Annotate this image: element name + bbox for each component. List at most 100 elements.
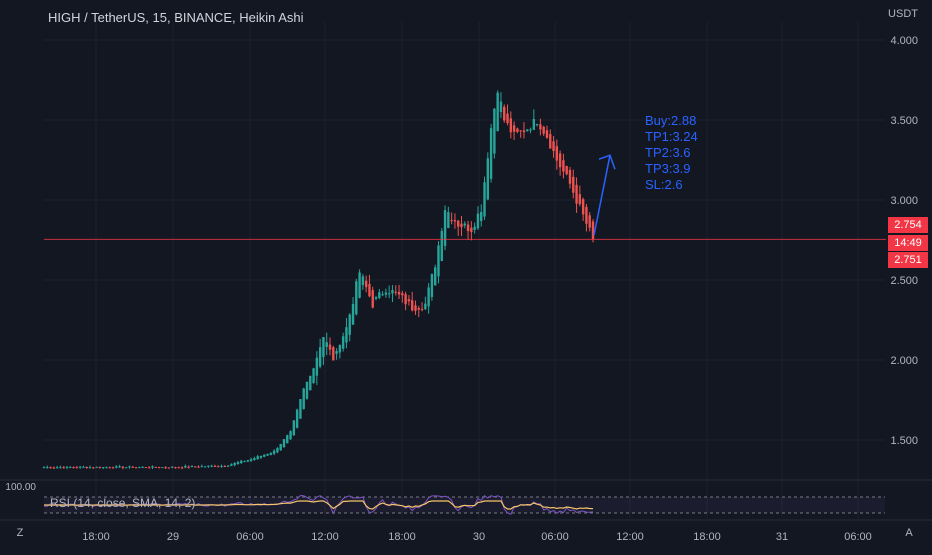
candle-body [98,467,102,469]
candle-body [440,230,443,261]
candle-body [134,467,138,469]
candle-body [476,213,480,229]
candle-body [269,452,273,455]
candle-body [470,227,473,233]
candle-body [213,465,217,467]
candle-body [499,101,503,112]
candle-body [240,460,243,464]
candle-body [374,297,378,299]
candle-body [226,465,230,467]
buy-level-text: Buy:2.88 [645,113,697,128]
candle-body [282,439,286,448]
candle-body [243,461,246,463]
candle-body [450,220,453,222]
ticker-title[interactable]: HIGH / TetherUS, 15, BINANCE, Heikin Ash… [48,10,304,25]
candle-body [217,466,220,468]
candle-body [55,467,59,469]
candle-body [434,267,437,286]
rsi-axis-label: 100.00 [5,482,36,493]
price-tick-label: 3.000 [890,195,918,207]
candle-body [591,221,595,240]
auto-scale-button[interactable]: A [905,527,913,539]
candle-body [263,454,266,457]
candle-body [397,291,401,295]
trade-plan-annotation[interactable]: Buy:2.88 TP1:3.24 TP2:3.6 TP3:3.9 SL:2.6 [645,113,698,193]
candle-body [384,292,388,295]
rsi-indicator-label[interactable]: RSI (14, close, SMA, 14, 2) [50,496,196,510]
price-tick-label: 2.000 [890,355,918,367]
candle-body [328,344,332,350]
candle-body [190,465,194,468]
candle-body [519,130,522,132]
candle-body [503,106,506,121]
candle-body [52,467,56,469]
candle-body [65,466,69,468]
candle-body [529,129,532,131]
time-tick-label: 12:00 [311,531,339,543]
candle-body [424,303,427,310]
price-tick-label: 3.500 [890,115,918,127]
time-tick-label: 30 [473,531,485,543]
candle-body [480,211,483,222]
candle-body [223,466,227,468]
last-price-badge-lower: 2.751 [888,252,928,268]
zoom-toggle-button[interactable]: Z [16,527,24,539]
time-tick-label: 06:00 [844,531,872,543]
candle-body [105,467,108,469]
candle-body [355,281,358,315]
candle-body [220,465,223,467]
candle-body [473,226,476,230]
candle-body [302,388,305,409]
candle-body [545,130,549,138]
candle-body [430,274,434,297]
candle-body [177,467,180,469]
candle-body [101,467,105,469]
candle-body [410,300,414,311]
time-tick-label: 18:00 [693,531,721,543]
candle-body [78,466,82,468]
candle-body [210,465,213,467]
candle-body [315,357,319,376]
candle-body [443,210,447,246]
sl-level-text: SL:2.6 [645,177,683,192]
candle-body [552,141,555,152]
candle-body [194,466,197,468]
candle-body [292,420,296,436]
candle-body [207,465,210,467]
candle-body [348,314,351,335]
candle-body [572,176,575,193]
candle-body [358,272,361,298]
candle-body [401,293,404,296]
candle-body [578,194,582,205]
candle-body [82,466,85,468]
candle-body [558,153,562,168]
candle-body [249,459,253,461]
candle-body [92,467,95,469]
candle-body [233,462,236,466]
candle-body [378,292,381,299]
candle-body [394,291,397,293]
candle-body [279,443,282,451]
candle-body [539,124,542,130]
rsi-ma-line [44,500,594,510]
last-price-badge: 2.754 [888,217,928,233]
candle-body [259,455,263,458]
candle-body [318,347,322,367]
candle-body [345,327,348,343]
candle-body [568,170,572,184]
price-tick-label: 1.500 [890,435,918,447]
candle-body [549,134,552,149]
candle-body [256,456,259,460]
candle-body [230,464,233,466]
candle-body [121,466,125,468]
candle-body [535,124,539,126]
candle-body [407,299,411,302]
candle-body [516,128,519,132]
candle-body [453,220,457,222]
candle-body [184,466,187,468]
candle-body [588,215,591,228]
candle-body [489,128,493,179]
candle-body [289,431,292,440]
